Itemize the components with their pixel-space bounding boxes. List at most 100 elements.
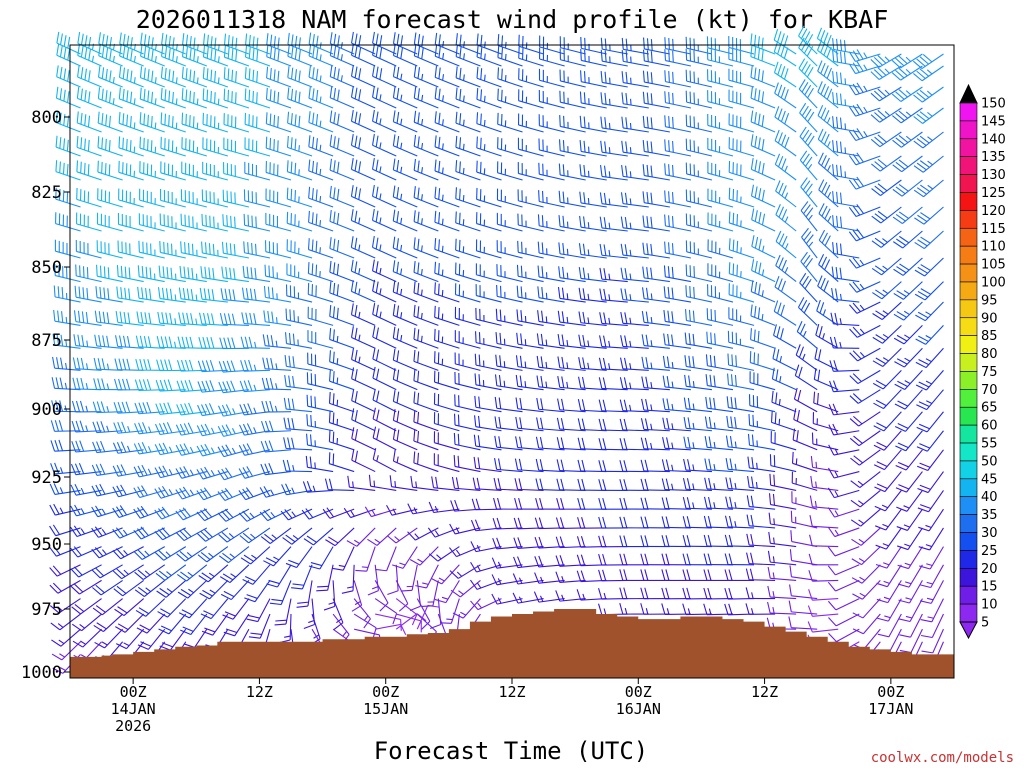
wind-barb xyxy=(537,214,565,232)
wind-barb xyxy=(71,598,102,615)
wind-barb xyxy=(219,564,250,584)
wind-barb xyxy=(197,546,229,563)
wind-barb xyxy=(512,573,544,585)
y-tick-label: 875 xyxy=(31,331,62,351)
wind-barb xyxy=(642,287,670,303)
colorbar-label: 50 xyxy=(981,454,998,469)
wind-barb xyxy=(475,263,502,283)
wind-barb xyxy=(439,598,460,624)
wind-barb xyxy=(600,116,628,133)
wind-barb xyxy=(875,508,902,531)
wind-barb xyxy=(154,422,186,436)
wind-barb xyxy=(640,418,670,432)
wind-barb xyxy=(302,481,334,493)
wind-barb xyxy=(331,546,355,571)
wind-barb xyxy=(218,380,249,394)
wind-barb xyxy=(515,374,544,391)
wind-barb xyxy=(662,437,691,451)
colorbar-segment xyxy=(959,192,978,211)
wind-barb xyxy=(726,396,755,413)
wind-barb xyxy=(139,87,165,109)
wind-barb xyxy=(599,267,628,283)
colorbar-segment xyxy=(959,227,978,247)
wind-barb xyxy=(640,459,670,473)
wind-barb xyxy=(750,184,776,208)
wind-barb xyxy=(355,546,376,572)
wind-barb xyxy=(827,487,860,499)
wind-barb xyxy=(262,357,292,371)
x-tick-label: 00Z xyxy=(625,683,652,701)
wind-barb xyxy=(870,131,902,148)
wind-barb xyxy=(287,44,313,67)
wind-barb xyxy=(818,203,839,232)
y-tick-label: 900 xyxy=(31,400,62,420)
wind-barb xyxy=(181,137,207,157)
wind-barb xyxy=(70,462,102,476)
wind-barb xyxy=(516,285,544,303)
colorbar-segment xyxy=(959,102,978,122)
wind-barb xyxy=(915,301,944,322)
wind-barb xyxy=(264,240,292,259)
wind-barb xyxy=(306,414,334,432)
wind-barb xyxy=(413,410,439,432)
wind-barb xyxy=(433,453,460,473)
wind-barb xyxy=(892,179,923,197)
wind-barb xyxy=(238,443,271,456)
wind-barb xyxy=(329,158,355,181)
wind-barb xyxy=(538,114,565,133)
wind-barb xyxy=(94,334,123,349)
wind-barb xyxy=(892,131,923,148)
wind-barb xyxy=(434,351,460,371)
colorbar-segment xyxy=(959,281,978,301)
wind-barb xyxy=(91,526,123,538)
wind-barb xyxy=(49,545,81,557)
wind-barb xyxy=(685,264,713,283)
wind-barb xyxy=(619,460,649,473)
wind-barb xyxy=(260,527,292,544)
wind-barb xyxy=(747,456,776,473)
wind-barb xyxy=(307,282,334,303)
wind-barb xyxy=(599,288,628,303)
wind-barb xyxy=(449,523,481,535)
wind-barb xyxy=(682,516,712,529)
wind-barb xyxy=(827,564,860,576)
wind-barb xyxy=(433,431,460,451)
wind-barb xyxy=(116,628,145,650)
wind-barb xyxy=(873,389,902,410)
wind-barb xyxy=(329,210,355,232)
wind-barb xyxy=(514,478,544,491)
wind-barb xyxy=(791,471,818,491)
wind-barb xyxy=(517,162,544,181)
wind-barb xyxy=(308,186,334,208)
colorbar-label: 30 xyxy=(981,526,998,541)
wind-barb xyxy=(620,335,649,349)
wind-barb xyxy=(916,449,944,472)
x-tick-label: 00Z xyxy=(120,683,147,701)
wind-barb xyxy=(283,417,313,432)
wind-barb xyxy=(516,309,544,326)
wind-barb xyxy=(395,598,418,626)
wind-barb xyxy=(684,332,713,349)
wind-barb xyxy=(912,53,944,70)
wind-barb xyxy=(396,613,422,633)
wind-barb xyxy=(50,439,81,452)
wind-barb xyxy=(817,81,839,109)
wind-barb xyxy=(97,65,123,88)
wind-barb xyxy=(72,357,102,371)
wind-barb xyxy=(472,477,502,491)
wind-barb xyxy=(202,45,229,67)
wind-barb xyxy=(896,508,923,531)
wind-barb xyxy=(494,435,523,451)
wind-barb xyxy=(851,564,881,584)
wind-barb xyxy=(620,267,649,283)
wind-barb xyxy=(707,161,734,181)
wind-barb xyxy=(392,209,418,232)
wind-barb xyxy=(93,357,123,371)
wind-barb xyxy=(240,359,270,372)
wind-barb xyxy=(557,310,586,326)
wind-barb xyxy=(661,478,691,491)
y-axis: 800 825 850 875 900 925 950 975 1000 xyxy=(21,108,70,683)
wind-barb xyxy=(55,187,81,208)
wind-barb xyxy=(724,515,755,529)
wind-barb xyxy=(133,442,165,455)
